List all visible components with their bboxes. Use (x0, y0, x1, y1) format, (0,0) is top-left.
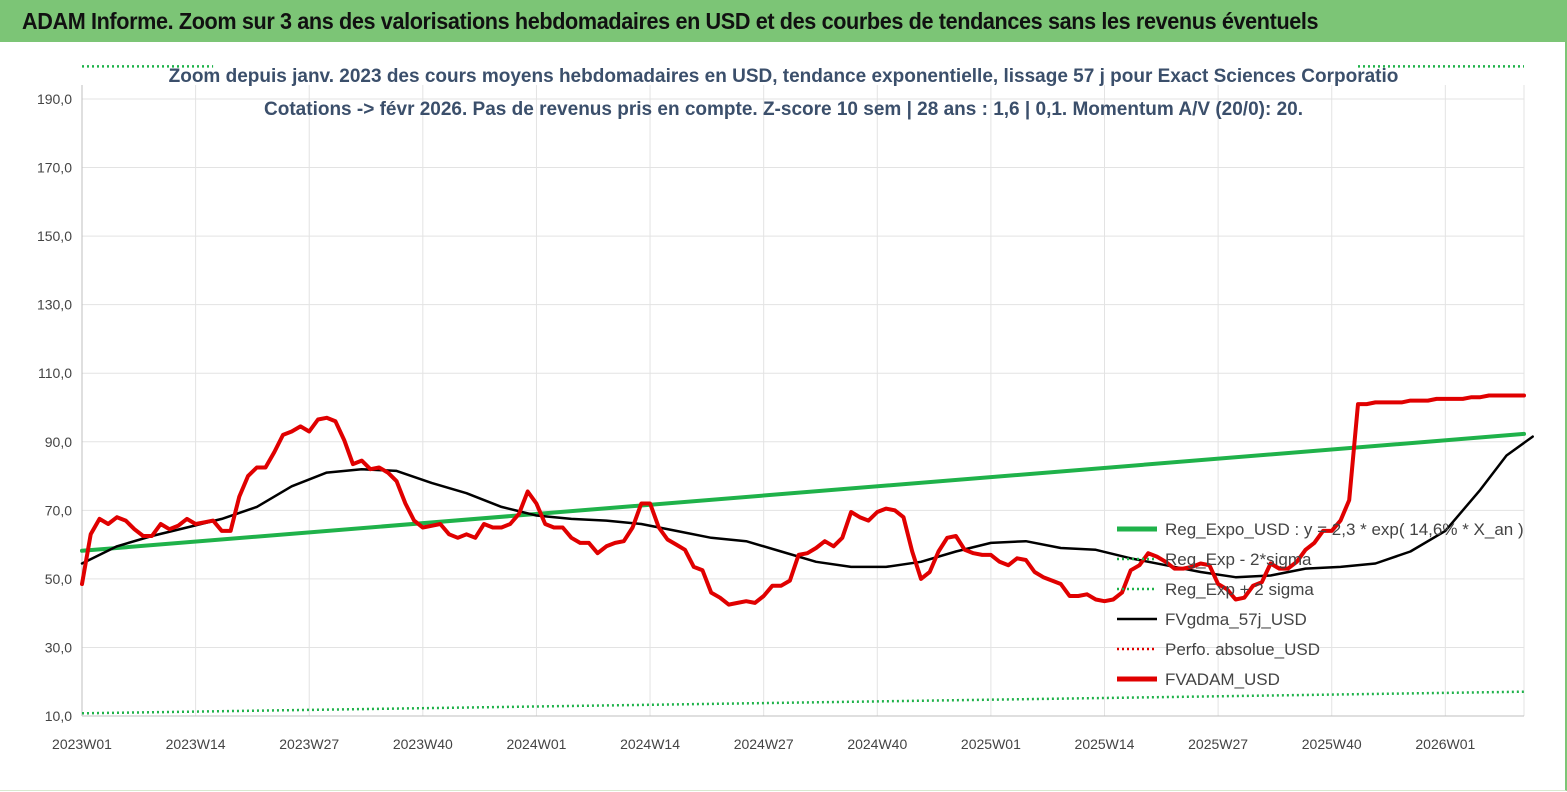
series-line-1 (81, 690, 1525, 715)
x-tick-label: 2024W27 (734, 736, 794, 752)
y-tick-label: 50,0 (45, 571, 72, 587)
y-tick-label: 130,0 (37, 297, 72, 313)
chart-title-line-1: Zoom depuis janv. 2023 des cours moyens … (168, 66, 1399, 87)
legend-entry: FVADAM_USD (1165, 670, 1280, 689)
y-tick-label: 30,0 (45, 639, 72, 655)
legend-entry: Reg_Exp - 2*sigma (1165, 550, 1312, 569)
y-tick-label: 70,0 (45, 502, 72, 518)
x-tick-label: 2026W01 (1415, 736, 1475, 752)
x-tick-label: 2025W40 (1302, 736, 1362, 752)
x-tick-label: 2025W14 (1075, 736, 1135, 752)
series-line-5 (80, 393, 1526, 607)
report-banner: ADAM Informe. Zoom sur 3 ans des valoris… (0, 0, 1567, 42)
y-tick-label: 110,0 (38, 365, 72, 381)
y-tick-label: 90,0 (45, 434, 72, 450)
x-tick-label: 2024W01 (506, 736, 566, 752)
report-title: ADAM Informe. Zoom sur 3 ans des valoris… (22, 8, 1319, 34)
x-tick-label: 2024W40 (847, 736, 907, 752)
series-line-0 (80, 431, 1526, 553)
x-tick-label: 2023W14 (166, 736, 226, 752)
series-line-3 (80, 435, 1534, 579)
chart-border (0, 42, 1567, 791)
y-tick-label: 190,0 (37, 91, 72, 107)
x-tick-label: 2025W01 (961, 736, 1021, 752)
x-tick-label: 2023W01 (52, 736, 112, 752)
y-tick-label: 170,0 (37, 160, 72, 176)
chart-title-line-2: Cotations -> févr 2026. Pas de revenus p… (264, 99, 1303, 120)
x-tick-label: 2023W40 (393, 736, 453, 752)
legend-entry: Reg_Exp + 2 sigma (1165, 580, 1314, 599)
legend-entry: FVgdma_57j_USD (1165, 610, 1307, 629)
x-tick-label: 2023W27 (279, 736, 339, 752)
x-tick-label: 2024W14 (620, 736, 680, 752)
legend-entry: Perfo. absolue_USD (1165, 640, 1320, 659)
y-tick-label: 150,0 (37, 228, 72, 244)
legend-entry: Reg_Expo_USD : y = 2,3 * exp( 14,6% * X_… (1165, 520, 1524, 539)
y-tick-label: 10,0 (45, 708, 72, 724)
x-tick-label: 2025W27 (1188, 736, 1248, 752)
